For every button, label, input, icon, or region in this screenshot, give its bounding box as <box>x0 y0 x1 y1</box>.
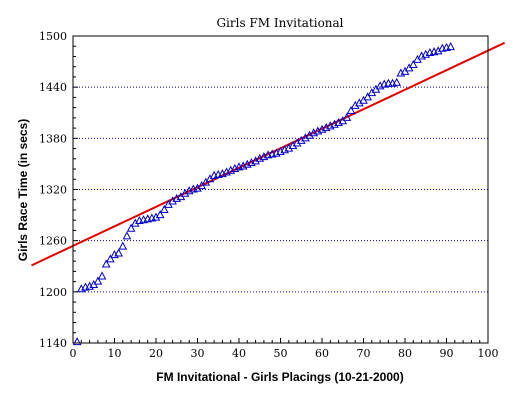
y-tick-label: 1320 <box>39 184 67 197</box>
data-point <box>305 130 314 139</box>
x-tick-label: 50 <box>274 347 288 360</box>
data-point <box>168 196 177 205</box>
x-tick-label: 10 <box>108 347 122 360</box>
data-point <box>342 112 352 121</box>
data-point <box>159 204 169 213</box>
y-tick-label: 1140 <box>39 337 67 350</box>
data-point <box>384 78 393 87</box>
trend-line <box>31 41 506 267</box>
x-tick-label: 100 <box>478 347 499 360</box>
data-point <box>130 218 140 227</box>
data-point <box>106 254 115 263</box>
grid-layer <box>73 86 488 293</box>
x-tick-label: 90 <box>440 347 454 360</box>
data-point <box>180 188 190 197</box>
data-point <box>155 210 165 219</box>
y-axis-label: Girls Race Time (in secs) <box>16 119 30 262</box>
data-point <box>350 100 360 109</box>
data-point <box>193 183 202 192</box>
data-point <box>97 271 107 280</box>
x-tick-label: 0 <box>70 347 77 360</box>
x-tick-label: 20 <box>149 347 163 360</box>
y-tick-label: 1500 <box>39 30 67 43</box>
data-point <box>301 133 310 142</box>
data-point <box>251 156 260 165</box>
chart-title: Girls FM Invitational <box>216 16 343 30</box>
data-point <box>296 135 306 144</box>
data-point <box>292 138 302 147</box>
x-tick-label: 40 <box>232 347 246 360</box>
y-axis-ticks: 1140 1200 1260 1320 1380 1440 1500 <box>39 30 78 350</box>
data-point <box>101 259 111 268</box>
x-tick-label: 80 <box>398 347 412 360</box>
data-point <box>118 241 128 250</box>
x-axis-ticks: 0 10 20 30 40 50 60 70 80 90 100 <box>70 338 499 360</box>
x-tick-label: 70 <box>357 347 371 360</box>
data-point <box>151 212 161 221</box>
data-point <box>72 337 82 346</box>
data-point <box>114 248 123 257</box>
data-point <box>93 276 103 285</box>
y-tick-label: 1380 <box>39 132 67 145</box>
data-point <box>446 42 455 51</box>
x-tick-label: 30 <box>191 347 205 360</box>
data-point <box>433 46 443 55</box>
x-axis-label: FM Invitational - Girls Placings (10-21-… <box>156 370 403 384</box>
data-point <box>363 92 372 101</box>
x-tick-label: 60 <box>315 347 329 360</box>
data-point <box>122 231 132 240</box>
data-point <box>392 77 402 86</box>
data-point <box>126 223 136 232</box>
points-layer <box>72 42 455 346</box>
data-point <box>288 140 298 150</box>
data-point <box>355 98 364 107</box>
y-tick-label: 1440 <box>39 81 67 94</box>
data-point <box>284 143 294 152</box>
y-tick-label: 1260 <box>39 235 67 248</box>
y-tick-label: 1200 <box>39 286 67 299</box>
data-point <box>408 59 418 68</box>
fit-layer <box>31 41 506 267</box>
data-point <box>346 105 356 115</box>
